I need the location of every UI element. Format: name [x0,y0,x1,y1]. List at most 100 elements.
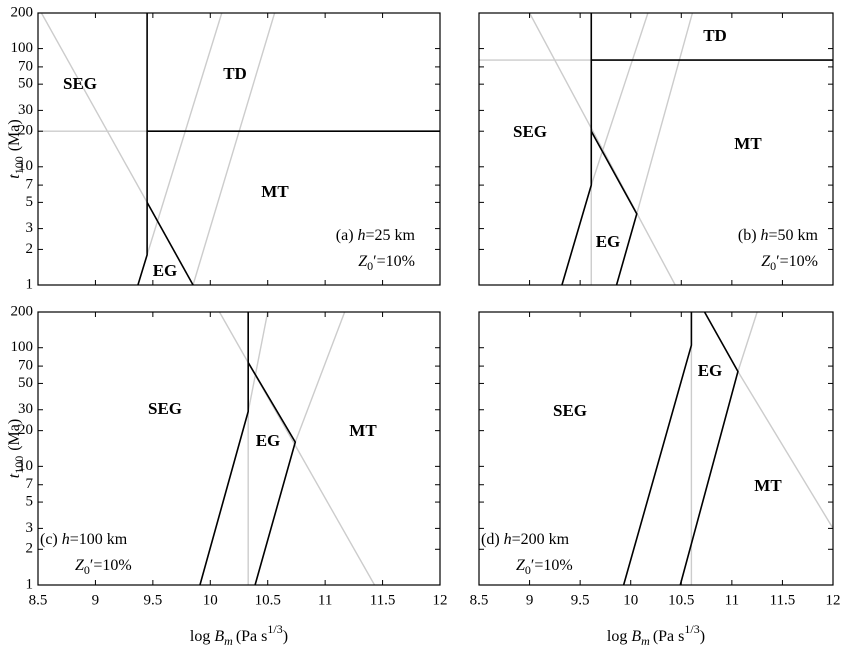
y-tick-label: 20 [18,123,33,139]
y-tick-label: 10 [18,458,33,474]
boundary-line [218,312,376,585]
boundary-line [737,371,833,529]
boundary-line [528,13,676,285]
symbol: B [214,628,224,645]
region-label: SEG [553,401,587,420]
x-axis-label: log Bm (Pa s1/3) [607,622,705,648]
annotation-text: ′=10% [90,557,132,574]
prefix: log [190,628,210,645]
y-tick-label: 5 [26,494,34,510]
plot-area [38,13,440,285]
x-tick-label: 11.5 [770,592,796,608]
y-tick-label: 1 [26,276,34,292]
subscript: 0 [84,563,90,577]
y-tick-label: 7 [26,476,34,492]
y-tick-label: 5 [26,194,34,210]
panel-annotation: (b) h=50 km [738,227,819,244]
x-tick-label: 11.5 [370,592,396,608]
boundary-line [247,312,269,412]
y-tick-label: 1 [26,576,34,592]
region-label: MT [734,134,762,153]
x-tick-label: 12 [433,592,448,608]
unit: (Pa s [236,628,268,645]
z-annotation: Z0′=10% [516,557,573,577]
y-tick-label: 70 [18,58,33,74]
annotation-text: ′=10% [776,253,818,270]
region-label: MT [349,421,377,440]
x-tick-label: 8.5 [470,592,489,608]
y-axis-label: t100 (Ma) [6,419,26,478]
x-tick-label: 10 [203,592,218,608]
annotation-text: =200 km [512,531,570,548]
y-tick-label: 7 [26,177,34,193]
symbol: Z [75,557,85,574]
symbol: Z [516,557,526,574]
annotation-text: =25 km [366,227,416,244]
boundary-line [636,13,694,215]
symbol: h [761,227,769,244]
boundary-line [590,130,638,285]
plot-area [199,312,376,585]
y-tick-label: 100 [11,40,34,56]
y-tick-label: 30 [18,102,33,118]
boundary-line [294,312,346,443]
panel: 1 2 3 57 10 20 30 50 70 100 200 SEG TD MT EG (a) h=25 km… [6,4,441,292]
symbol: h [504,531,512,548]
region-label: TD [703,26,727,45]
superscript: 1/3 [684,622,699,636]
frame [478,12,834,286]
y-tick-label: 200 [11,303,34,319]
symbol: t [6,473,23,478]
unit: (Ma) [6,419,23,451]
x-tick-label: 12 [826,592,841,608]
x-tick-label: 10.5 [255,592,281,608]
frame [37,311,441,586]
symbol: B [631,628,641,645]
boundary-line [146,13,223,256]
boundary-line [679,312,739,585]
symbol: Z [761,253,771,270]
boundary-line [40,13,148,203]
x-tick-label: 11 [318,592,332,608]
panel-tag: (d) [481,531,500,548]
boundary-line [622,312,693,585]
plot-area [479,13,833,285]
x-tick-label: 9.5 [143,592,162,608]
unit: (Ma) [6,119,23,151]
subscript: 0 [367,259,373,273]
panel-annotation: (c) h=100 km [40,531,128,548]
x-tick-label: 9 [92,592,100,608]
frame [478,311,834,586]
subscript: 0 [770,259,776,273]
annotation-text: ′=10% [373,253,415,270]
y-tick-label: 200 [11,4,34,20]
frame [37,12,441,286]
z-annotation: Z0′=10% [761,253,818,273]
region-label: EG [698,361,723,380]
boundary-line [590,13,649,186]
subscript: 0 [525,563,531,577]
panel-annotation: (d) h=200 km [481,531,570,548]
region-label: TD [223,64,247,83]
y-tick-label: 3 [26,220,34,236]
x-tick-label: 11 [725,592,739,608]
y-tick-label: 50 [18,76,33,92]
symbol: Z [358,253,368,270]
close: ) [283,628,288,645]
unit: (Pa s [653,628,685,645]
panel: SEG TD MT EG (b) h=50 km Z0′=10% [478,12,834,286]
region-label: SEG [513,122,547,141]
y-tick-label: 3 [26,520,34,536]
panel-tag: (c) [40,531,58,548]
plot-area [622,312,833,585]
x-axis-label: log Bm (Pa s1/3) [190,622,288,648]
symbol: h [62,531,70,548]
region-label: MT [754,476,782,495]
annotation-text: ′=10% [531,557,573,574]
boundary-line [561,13,593,285]
prefix: log [607,628,627,645]
symbol: h [358,227,366,244]
region-label: EG [256,431,281,450]
annotation-text: =50 km [769,227,819,244]
